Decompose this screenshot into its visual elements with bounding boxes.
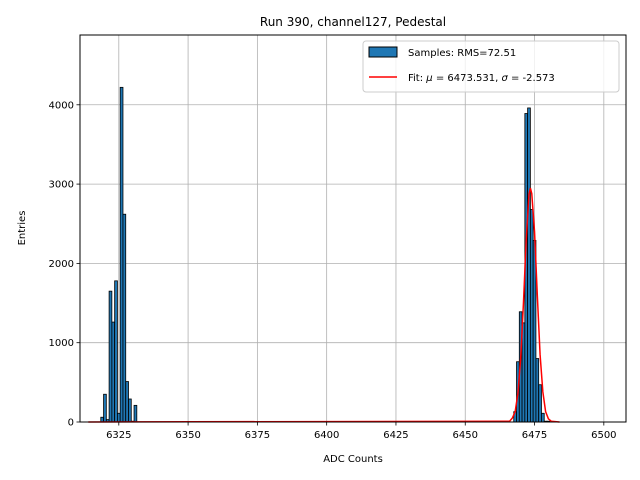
histogram-bar: [111, 321, 116, 423]
histogram-bar: [535, 358, 540, 423]
histogram-bar: [128, 398, 132, 423]
legend-box: [362, 40, 620, 93]
legend-fit-sigma: σ: [501, 73, 508, 84]
histogram-bar: [114, 280, 118, 423]
y-tick-label: 3000: [49, 180, 74, 191]
x-tick-label: 6475: [522, 430, 547, 441]
x-tick-label: 6325: [106, 430, 131, 441]
x-ticks: 6325 6350 6375 6400 6425 6450 6475 6500: [106, 422, 617, 441]
x-tick-label: 6450: [453, 430, 478, 441]
y-tick-label: 0: [68, 418, 74, 429]
histogram-bar: [125, 381, 129, 423]
histogram-bar: [529, 209, 534, 423]
chart-title: Run 390, channel127, Pedestal: [260, 15, 446, 29]
legend: Samples: RMS=72.51 Fit: μ = 6473.531, σ …: [362, 40, 620, 93]
histogram-bar: [541, 412, 545, 423]
x-tick-label: 6350: [175, 430, 200, 441]
fit-line-group: [88, 187, 560, 423]
histogram-bar: [538, 384, 542, 423]
legend-fit-mu: μ: [425, 73, 432, 84]
x-tick-label: 6425: [383, 430, 408, 441]
y-tick-label: 2000: [49, 259, 74, 270]
y-ticks: 0 1000 2000 3000 4000: [49, 100, 80, 429]
y-tick-label: 1000: [49, 338, 74, 349]
histogram-bar: [119, 86, 124, 423]
legend-swatch-samples: [368, 46, 398, 58]
histogram-bar: [103, 393, 107, 423]
histogram-bar: [117, 412, 121, 423]
legend-label-samples: Samples: RMS=72.51: [408, 48, 516, 59]
fit-line: [88, 187, 560, 423]
legend-label-fit: Fit: μ = 6473.531, σ = -2.573: [408, 73, 555, 84]
x-tick-label: 6375: [245, 430, 270, 441]
histogram-bar: [122, 213, 127, 423]
legend-fit-mid: = 6473.531,: [433, 73, 502, 84]
histogram-bar: [527, 107, 531, 423]
x-axis-label: ADC Counts: [323, 454, 383, 465]
legend-fit-prefix: Fit:: [408, 73, 426, 84]
y-axis-label: Entries: [17, 211, 28, 246]
histogram-bar: [133, 404, 138, 423]
histogram-bar: [108, 290, 113, 423]
x-tick-label: 6400: [314, 430, 339, 441]
legend-fit-suffix: = -2.573: [508, 73, 555, 84]
y-tick-label: 4000: [49, 100, 74, 111]
histogram-bar: [521, 322, 526, 423]
plot-frame: [79, 34, 627, 423]
x-tick-label: 6500: [591, 430, 616, 441]
